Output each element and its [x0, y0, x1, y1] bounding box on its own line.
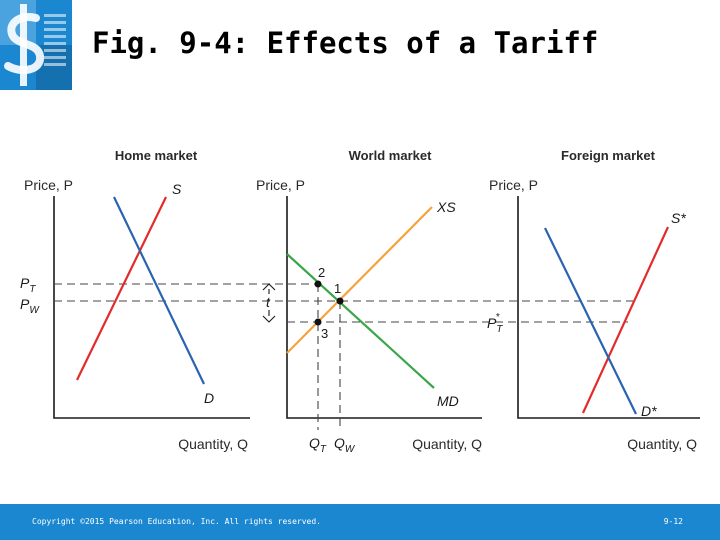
qw-label: QW [334, 435, 356, 455]
point-2-marker [314, 280, 322, 288]
export-supply-label: XS [436, 199, 456, 215]
ptstar-label: PT* [487, 312, 503, 335]
foreign-demand-label: D* [641, 403, 657, 419]
slide-title: Fig. 9-4: Effects of a Tariff [92, 26, 599, 60]
world-quantity-axis-label: Quantity, Q [412, 436, 482, 452]
qw-label-main: Q [334, 435, 345, 451]
qw-label-sub: W [345, 444, 356, 455]
world-price-axis-label: Price, P [256, 177, 305, 193]
foreign-supply-label: S* [671, 210, 686, 226]
foreign-price-axis-label: Price, P [489, 177, 538, 193]
home-quantity-axis-label: Quantity, Q [178, 436, 248, 452]
footer-band: Copyright ©2015 Pearson Education, Inc. … [0, 504, 720, 540]
copyright-notice: Copyright ©2015 Pearson Education, Inc. … [32, 517, 321, 526]
export-supply-curve [286, 206, 433, 354]
dollar-sign-icon [0, 0, 72, 90]
ptstar-label-sub: T [496, 324, 503, 335]
world-market-title: World market [349, 148, 433, 163]
point-3-marker [314, 318, 322, 326]
home-supply-curve [76, 196, 167, 381]
foreign-supply-curve [581, 226, 670, 414]
tariff-arrow-down-icon [262, 315, 276, 323]
home-axes [53, 196, 250, 419]
import-demand-label: MD [437, 393, 459, 409]
foreign-demand-curve [544, 227, 637, 415]
home-demand-curve [113, 196, 205, 385]
point-2-label: 2 [318, 265, 325, 280]
pt-label: PT [20, 275, 36, 295]
home-price-axis-label: Price, P [24, 177, 73, 193]
ptstar-label-star: * [495, 312, 500, 323]
import-demand-curve [286, 253, 435, 389]
pw-label: PW [20, 296, 40, 316]
qt-label-sub: T [320, 444, 327, 455]
foreign-quantity-axis-label: Quantity, Q [627, 436, 697, 452]
world-axes [286, 196, 482, 419]
home-market-title: Home market [115, 148, 198, 163]
tariff-diagram: Home market World market Foreign market … [20, 148, 700, 455]
pw-label-sub: W [29, 305, 40, 316]
slide-number: 9-12 [663, 517, 683, 526]
foreign-market-title: Foreign market [561, 148, 656, 163]
foreign-axes [517, 196, 700, 419]
pw-label-main: P [20, 296, 30, 312]
point-1-label: 1 [334, 281, 341, 296]
home-demand-label: D [204, 390, 214, 406]
tariff-arrow-up-icon [262, 283, 276, 291]
pt-label-sub: T [29, 284, 36, 295]
point-1-marker [336, 297, 344, 305]
pearson-logo [0, 0, 72, 90]
ptstar-label-main: P [487, 315, 497, 331]
home-supply-label: S [172, 181, 182, 197]
point-3-label: 3 [321, 326, 328, 341]
qt-label: QT [309, 435, 327, 455]
qt-label-main: Q [309, 435, 320, 451]
pt-label-main: P [20, 275, 30, 291]
tariff-label: t [266, 294, 271, 310]
